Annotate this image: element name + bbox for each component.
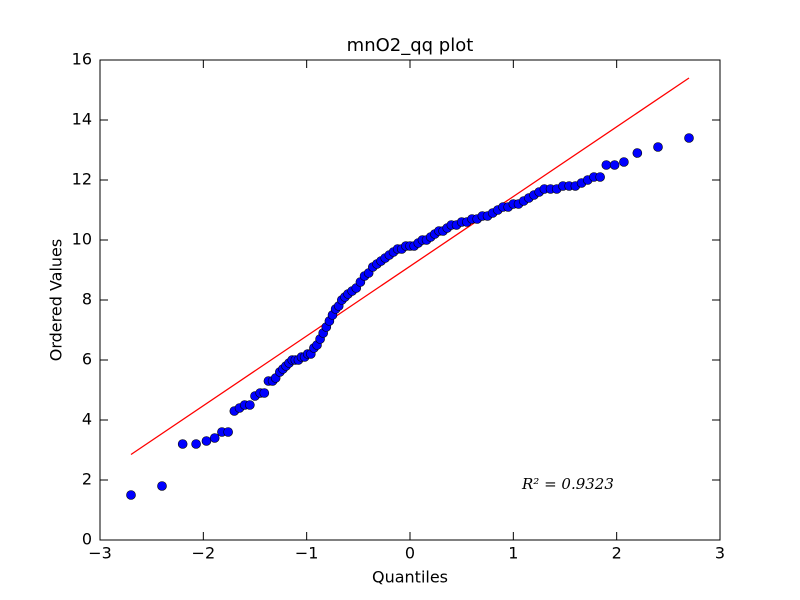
x-tick-label: −1 <box>295 544 319 563</box>
y-tick-label: 4 <box>82 410 92 429</box>
y-tick-label: 8 <box>82 290 92 309</box>
chart-title: mnO2_qq plot <box>347 35 474 56</box>
x-tick-label: 0 <box>405 544 415 563</box>
x-tick-label: −3 <box>88 544 112 563</box>
fit-line <box>130 77 690 456</box>
point <box>191 439 201 449</box>
x-tick-label: 3 <box>715 544 725 563</box>
y-axis-label: Ordered Values <box>47 239 66 361</box>
point <box>684 133 694 143</box>
x-tick-label: −2 <box>192 544 216 563</box>
point <box>601 160 612 170</box>
y-tick-label: 6 <box>82 350 92 369</box>
point <box>209 433 220 443</box>
point <box>157 481 167 491</box>
point <box>619 157 629 167</box>
y-tick-label: 12 <box>72 170 92 189</box>
point <box>177 439 188 449</box>
point <box>223 427 233 437</box>
plot-frame <box>99 59 721 541</box>
x-tick-label: 2 <box>612 544 622 563</box>
point <box>126 490 136 500</box>
x-tick-label: 1 <box>508 544 518 563</box>
annotation: R² = 0.9323 <box>521 475 614 493</box>
point <box>609 160 620 170</box>
x-axis-label: Quantiles <box>372 568 448 587</box>
point <box>259 388 270 398</box>
y-tick-label: 16 <box>72 50 92 69</box>
point <box>595 172 605 182</box>
point <box>201 436 212 446</box>
point <box>245 400 255 410</box>
y-tick-label: 10 <box>72 230 92 249</box>
point <box>632 148 643 158</box>
y-tick-label: 2 <box>82 470 92 489</box>
y-tick-label: 14 <box>72 110 92 129</box>
y-tick-label: 0 <box>82 530 92 549</box>
point <box>653 142 663 152</box>
